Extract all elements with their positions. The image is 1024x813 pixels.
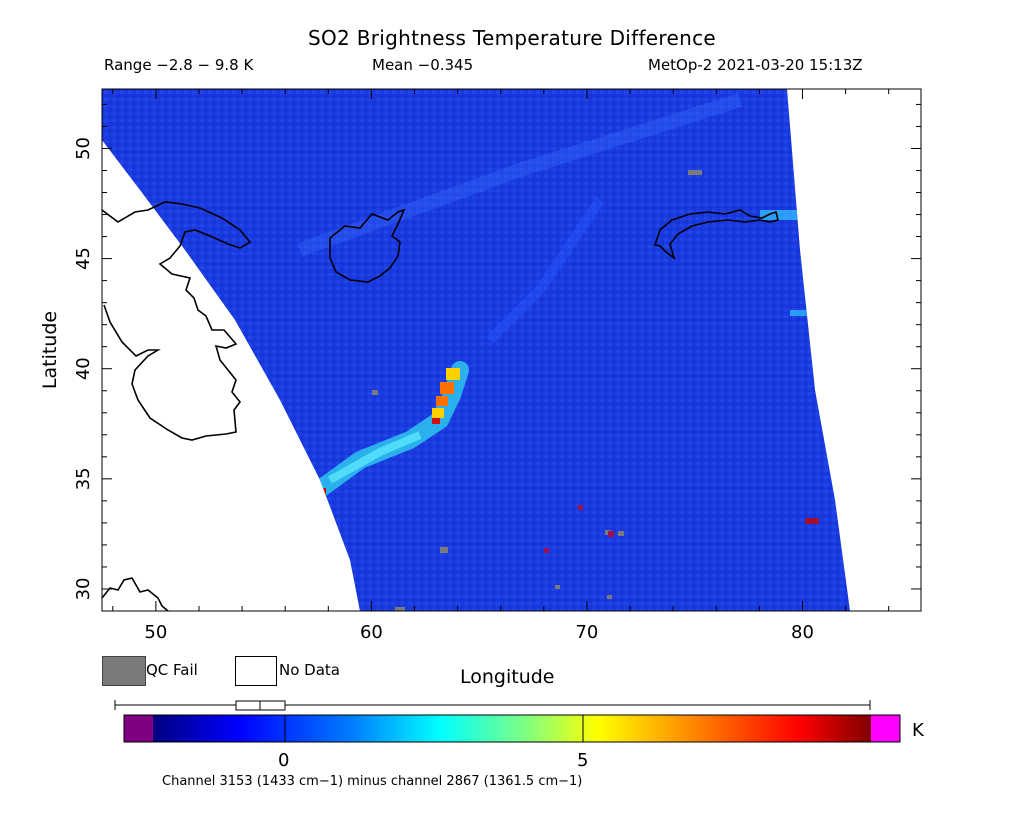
y-tick-label: 30 [73,578,94,601]
no-data-label: No Data [279,661,340,679]
colorbar-tick-0: 0 [278,750,290,771]
y-tick-label: 35 [73,467,94,490]
qc-fail-label: QC Fail [146,661,198,679]
y-tick-label: 45 [73,247,94,270]
x-tick-label: 50 [144,622,167,643]
plot-frame [101,88,922,612]
y-tick-label: 50 [73,137,94,160]
coastlines [102,201,779,611]
satellite-time-label: MetOp-2 2021-03-20 15:13Z [648,56,863,74]
x-tick-label: 80 [791,622,814,643]
y-axis-label: Latitude [39,311,61,389]
chart-title: SO2 Brightness Temperature Difference [308,26,716,50]
colorbar [114,700,901,743]
x-tick-label: 60 [360,622,383,643]
colorbar-unit: K [912,720,924,741]
colorbar-tick-5: 5 [577,750,589,771]
colorbar-gradient [153,715,871,742]
channel-note: Channel 3153 (1433 cm−1) minus channel 2… [162,774,583,789]
x-tick-label: 70 [575,622,598,643]
y-tick-label: 40 [73,357,94,380]
range-label: Range −2.8 − 9.8 K [104,56,254,74]
qc-fail-swatch [102,656,146,686]
data-swath [102,89,850,611]
no-data-swatch [235,656,277,686]
mean-label: Mean −0.345 [372,56,474,74]
x-axis-label: Longitude [460,666,555,688]
